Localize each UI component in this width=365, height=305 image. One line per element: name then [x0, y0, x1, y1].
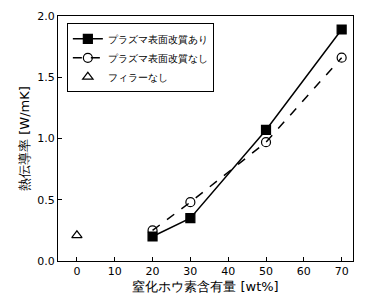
svg-text:0.5: 0.5 [37, 194, 55, 207]
svg-text:60: 60 [297, 265, 311, 278]
svg-text:0: 0 [73, 265, 80, 278]
svg-text:10: 10 [108, 265, 122, 278]
svg-text:20: 20 [146, 265, 160, 278]
svg-text:プラズマ表面改質あり: プラズマ表面改質あり [108, 34, 208, 45]
svg-text:1.5: 1.5 [37, 71, 55, 84]
svg-text:1.0: 1.0 [37, 132, 55, 145]
svg-text:窒化ホウ素含有量 [wt%]: 窒化ホウ素含有量 [wt%] [132, 279, 278, 294]
svg-text:2.0: 2.0 [37, 10, 55, 23]
svg-text:70: 70 [335, 265, 349, 278]
svg-text:50: 50 [259, 265, 273, 278]
svg-text:プラズマ表面改質なし: プラズマ表面改質なし [108, 53, 208, 64]
svg-text:熱伝導率 [W/mK]: 熱伝導率 [W/mK] [17, 86, 32, 191]
svg-text:40: 40 [221, 265, 235, 278]
svg-text:30: 30 [183, 265, 197, 278]
svg-text:フィラーなし: フィラーなし [108, 72, 168, 83]
svg-text:0.0: 0.0 [37, 255, 55, 268]
